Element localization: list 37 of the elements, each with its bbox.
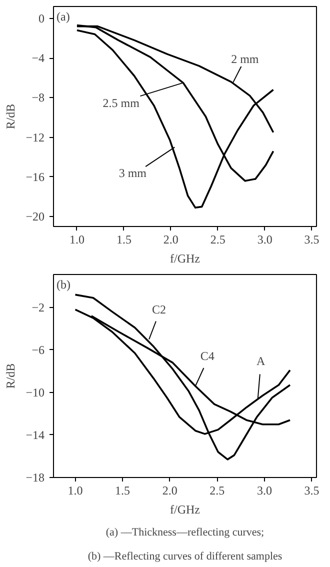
y-tick-label: −10 xyxy=(26,385,45,400)
y-tick-label: −2 xyxy=(32,300,45,314)
text: (b) —Reflecting curves of different samples xyxy=(88,550,282,562)
y-tick-label: −18 xyxy=(26,470,45,484)
x-axis-title: f/GHz xyxy=(170,502,200,516)
x-tick-label: 3.0 xyxy=(256,484,272,498)
y-tick-label: 0 xyxy=(38,11,44,26)
annotation: 2 mm xyxy=(231,52,260,66)
y-axis-title: R/dB xyxy=(4,104,18,130)
x-tick-label: 3.0 xyxy=(257,232,272,246)
y-tick-label: −6 xyxy=(32,342,45,357)
y-tick-label: −8 xyxy=(32,90,45,105)
x-tick-label: 2.5 xyxy=(210,484,225,498)
y-tick-label: −14 xyxy=(26,428,45,442)
annotation: C2 xyxy=(152,302,166,316)
y-axis-title: R/dB xyxy=(4,363,18,389)
x-tick-label: 3.5 xyxy=(304,232,320,246)
x-tick-label: 1.0 xyxy=(69,232,84,246)
annotation: 3 mm xyxy=(118,166,148,180)
chart-title: (b) xyxy=(56,278,70,292)
x-tick-label: 1.0 xyxy=(68,484,83,498)
annotation: 2.5 mm xyxy=(102,96,140,110)
y-tick-label: −20 xyxy=(26,210,45,224)
annotation: A xyxy=(256,354,266,368)
text: (a) —Thickness—reflecting curves; xyxy=(106,526,264,538)
y-tick-label: −12 xyxy=(26,130,45,144)
x-tick-label: 2.5 xyxy=(210,232,226,246)
x-tick-label: 2.0 xyxy=(163,232,178,246)
annotation: C4 xyxy=(200,349,214,364)
chart-title: (a) xyxy=(56,10,70,24)
x-tick-label: 3.5 xyxy=(304,484,320,498)
x-tick-label: 1.5 xyxy=(115,484,130,498)
y-tick-label: −16 xyxy=(26,170,45,184)
x-tick-label: 2.0 xyxy=(162,484,178,498)
x-tick-label: 1.5 xyxy=(116,232,132,246)
y-tick-label: −4 xyxy=(32,51,45,66)
x-axis-title: f/GHz xyxy=(170,252,200,266)
